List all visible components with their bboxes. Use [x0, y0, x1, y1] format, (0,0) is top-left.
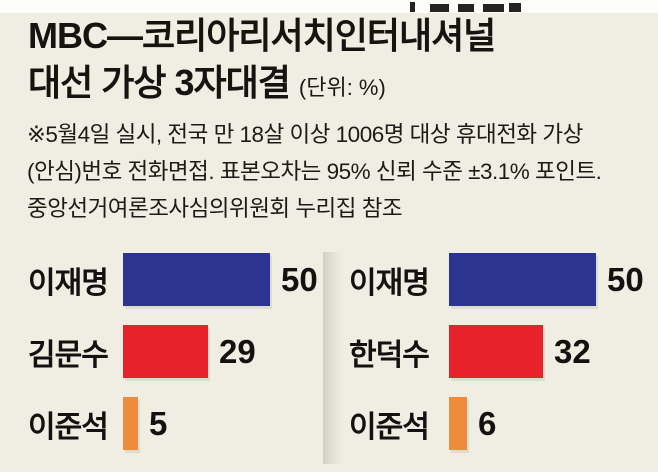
cropped-text-fragment	[0, 0, 658, 13]
candidate-label: 이준석	[349, 410, 430, 444]
candidate-label: 이준석	[28, 410, 109, 444]
bar-value: 50	[607, 260, 644, 298]
cropped-glyph-fragment	[458, 4, 474, 12]
bar-value: 6	[478, 404, 497, 442]
cropped-glyph-fragment	[483, 4, 504, 12]
candidate-label: 이재명	[28, 266, 109, 300]
bar-row: 이준석 6	[349, 397, 644, 450]
vertical-divider	[323, 252, 343, 464]
bar	[449, 397, 467, 450]
bar-row: 이준석 5	[28, 397, 318, 450]
cropped-glyph-fragment	[410, 2, 415, 12]
survey-note-line2: (안심)번호 전화면접. 표본오차는 95% 신뢰 수준 ±3.1% 포인트.	[27, 159, 602, 184]
page-title-line2: 대선 가상 3자대결	[28, 62, 291, 103]
bar-row: 이재명 50	[349, 253, 644, 306]
bar-value: 5	[149, 404, 168, 442]
bar	[449, 325, 543, 378]
bar	[123, 397, 138, 450]
page-title: MBC—코리아리서치인터내셔널 대선 가상 3자대결 (단위: %)	[28, 12, 496, 111]
candidate-label: 이재명	[349, 266, 430, 300]
page-title-line1: MBC—코리아리서치인터내셔널	[28, 15, 496, 56]
cropped-glyph-fragment	[430, 4, 449, 12]
unit-label: (단위: %)	[298, 75, 386, 100]
bar	[123, 253, 270, 306]
survey-note: ※5월4일 실시, 전국 만 18살 이상 1006명 대상 휴대전화 가상 (…	[27, 116, 602, 227]
poll-chart-left: 이재명 50 김문수 29 이준석 5	[28, 253, 318, 469]
bar-row: 한덕수 32	[349, 325, 644, 378]
survey-note-line3: 중앙선거여론조사심의위원회 누리집 참조	[27, 196, 403, 221]
candidate-label: 김문수	[28, 338, 109, 372]
cropped-glyph-fragment	[509, 3, 521, 12]
bar-row: 김문수 29	[28, 325, 318, 378]
bar-value: 29	[219, 332, 256, 370]
survey-note-line1: ※5월4일 실시, 전국 만 18살 이상 1006명 대상 휴대전화 가상	[27, 122, 583, 147]
bar	[449, 253, 596, 306]
bar-value: 32	[554, 332, 591, 370]
bar-value: 50	[281, 260, 318, 298]
bar	[123, 325, 208, 378]
poll-chart-right: 이재명 50 한덕수 32 이준석 6	[349, 253, 644, 469]
candidate-label: 한덕수	[349, 338, 430, 372]
bar-row: 이재명 50	[28, 253, 318, 306]
